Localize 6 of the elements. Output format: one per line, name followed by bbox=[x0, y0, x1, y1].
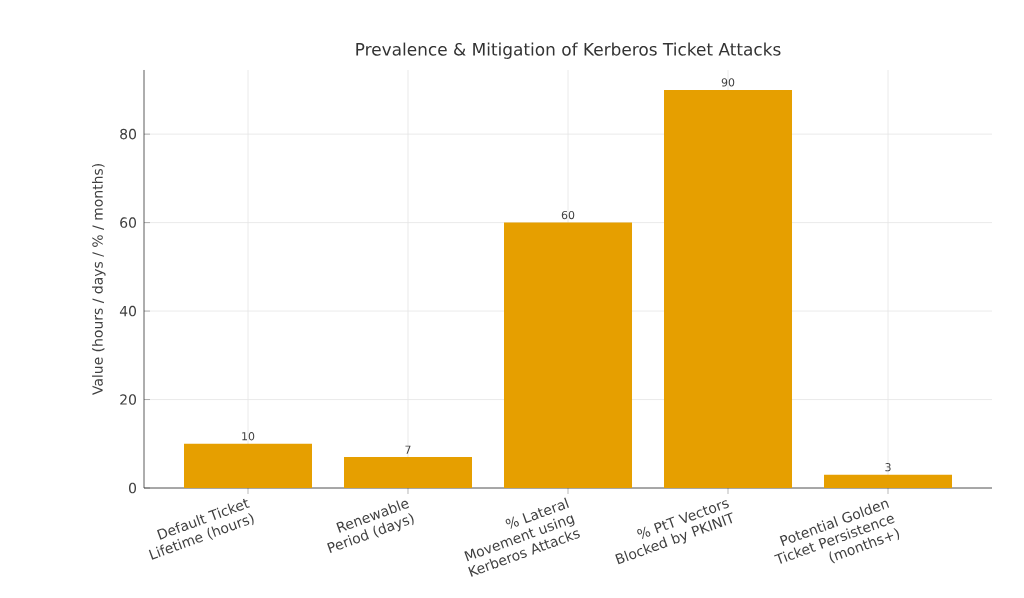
bar bbox=[824, 474, 953, 488]
bar bbox=[504, 222, 633, 488]
bar bbox=[184, 443, 312, 488]
bar bbox=[344, 457, 472, 488]
chart-title: Prevalence & Mitigation of Kerberos Ticket Attacks bbox=[356, 42, 781, 59]
bar bbox=[664, 89, 793, 488]
